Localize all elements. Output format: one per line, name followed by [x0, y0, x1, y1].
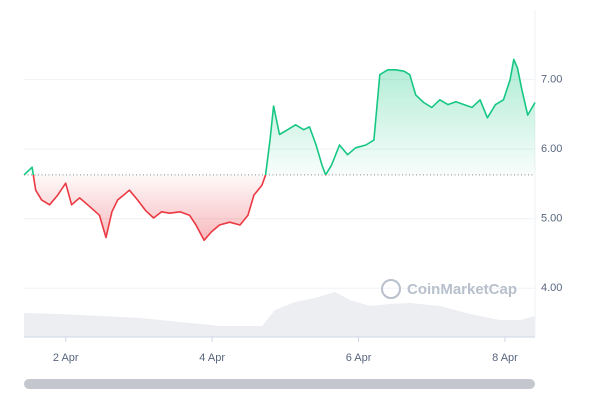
price-line: [23, 58, 536, 242]
watermark: CoinMarketCap: [381, 279, 517, 299]
volume-area: [24, 292, 535, 337]
price-area: [24, 59, 535, 241]
watermark-text: CoinMarketCap: [407, 281, 517, 298]
scrollbar[interactable]: [24, 379, 535, 389]
x-tick-label: 4 Apr: [199, 352, 225, 364]
x-tick-label: 8 Apr: [492, 352, 518, 364]
x-tick-label: 2 Apr: [53, 352, 79, 364]
watermark-logo: [381, 279, 401, 299]
y-tick-label: 5.00: [541, 213, 562, 225]
y-tick-label: 7.00: [541, 73, 562, 85]
x-tick-label: 6 Apr: [346, 352, 372, 364]
y-tick-label: 6.00: [541, 143, 562, 155]
y-tick-label: 4.00: [541, 282, 562, 294]
